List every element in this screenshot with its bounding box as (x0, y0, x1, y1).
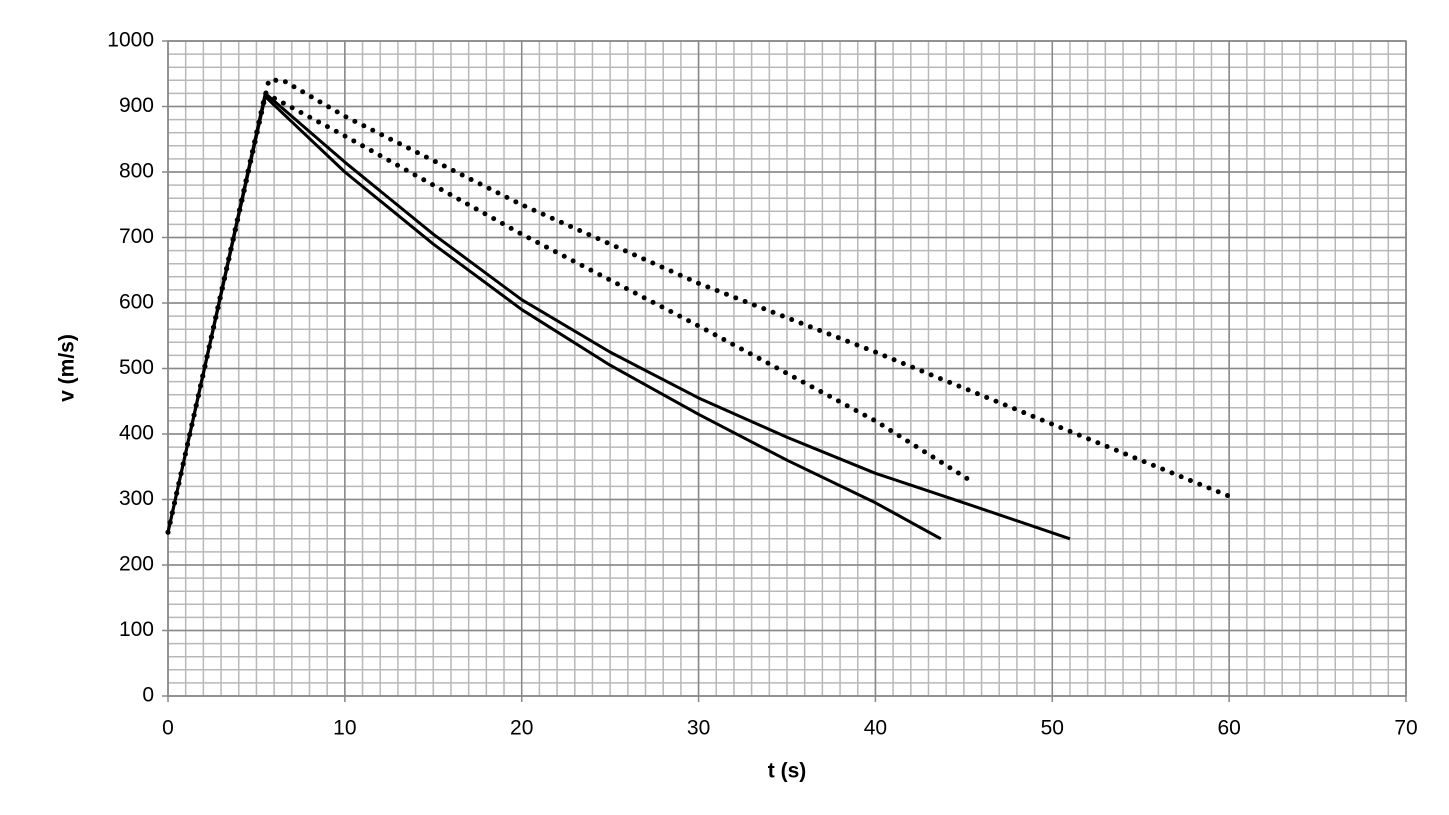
x-tick-label: 70 (1394, 717, 1417, 740)
data-line (166, 91, 1071, 541)
data-line (166, 95, 942, 541)
y-tick-label: 1000 (107, 29, 154, 52)
y-tick-label: 500 (119, 356, 154, 379)
x-tick-label: 20 (510, 717, 533, 740)
x-tick-label: 50 (1041, 717, 1064, 740)
y-tick-label: 0 (142, 684, 154, 707)
x-tick-label: 40 (864, 717, 887, 740)
x-axis-label: t (s) (768, 760, 807, 783)
x-tick-label: 0 (162, 717, 174, 740)
y-tick-label: 600 (119, 291, 154, 314)
y-tick-label: 800 (119, 160, 154, 183)
x-tick-label: 30 (687, 717, 710, 740)
plot-border (167, 40, 1407, 697)
data-line (165, 77, 1232, 535)
y-tick-label: 900 (119, 94, 154, 117)
x-tick-label: 10 (333, 717, 356, 740)
y-axis-label: v (m/s) (56, 334, 79, 402)
y-tick-label: 100 (119, 618, 154, 641)
y-tick-label: 300 (119, 487, 154, 510)
y-tick-label: 400 (119, 422, 154, 445)
x-tick-label: 60 (1217, 717, 1240, 740)
y-tick-label: 700 (119, 225, 154, 248)
y-tick-label: 200 (119, 553, 154, 576)
